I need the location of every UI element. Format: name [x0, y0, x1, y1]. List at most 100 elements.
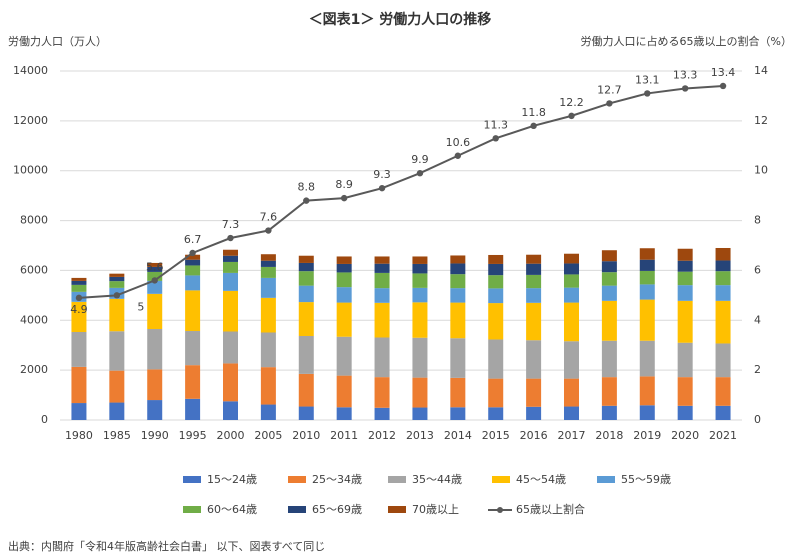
line-point [530, 122, 537, 130]
bar-segment [260, 266, 276, 278]
bar-segment [374, 256, 390, 264]
bar-segment [71, 280, 87, 285]
bar-segment [336, 256, 352, 264]
bar-segment [677, 271, 693, 286]
y2-tick-label: 4 [754, 313, 761, 326]
bar-segment [450, 407, 466, 420]
bar-segment [488, 288, 504, 304]
bar-segment [109, 276, 125, 282]
data-label: 6.7 [184, 233, 202, 246]
bar-segment [601, 285, 617, 301]
data-label: 9.9 [411, 153, 429, 166]
bar-segment [147, 293, 163, 330]
legend-label: 35～44歳 [412, 473, 462, 486]
bar-segment [412, 273, 428, 288]
bar-segment [336, 375, 352, 408]
x-tick-label: 2021 [709, 429, 737, 442]
bar-segment [71, 277, 87, 281]
line-point [492, 135, 499, 142]
bar-segment [639, 248, 655, 260]
bar-segment [677, 405, 693, 420]
x-tick-label: 2019 [633, 429, 661, 442]
y2-tick-label: 2 [754, 363, 761, 376]
bar-segment [71, 301, 87, 333]
bar-segment [185, 254, 201, 260]
x-tick-label: 2000 [217, 429, 245, 442]
x-tick-label: 2013 [406, 429, 434, 442]
bar-segment [109, 273, 125, 277]
data-label: 5.6 [146, 260, 164, 273]
legend-label: 60～64歳 [207, 503, 257, 516]
bar-segment [260, 332, 276, 368]
bar-segment [412, 377, 428, 408]
bar-segment [564, 274, 579, 288]
line-point [644, 90, 651, 97]
line-point [340, 194, 348, 202]
y-tick-label: 10000 [13, 164, 48, 177]
bar-segment [601, 405, 617, 420]
bar-segment [260, 254, 276, 261]
line-point [113, 292, 121, 299]
x-tick-label: 2012 [368, 429, 396, 442]
bar-segment [564, 263, 579, 275]
line-point [719, 82, 727, 90]
bar-segment [71, 403, 87, 420]
bar-segment [564, 287, 579, 303]
x-tick-label: 2016 [520, 429, 548, 442]
bar-segment [526, 340, 542, 379]
bar-segment [223, 331, 238, 364]
bar-segment [298, 271, 314, 286]
bar-segment [677, 300, 693, 343]
y2-axis-label: 労働力人口に占める65歳以上の割合（%） [581, 34, 792, 48]
bar-segment [147, 369, 163, 401]
line-point [75, 294, 83, 302]
bar-segment [260, 367, 276, 405]
x-tick-label: 2014 [444, 429, 472, 442]
bar-segment [715, 271, 731, 286]
bar-segment [677, 377, 693, 406]
data-label: 11.3 [483, 118, 508, 131]
line-point [378, 184, 386, 192]
y-tick-label: 0 [41, 413, 48, 426]
bar-segment [298, 335, 314, 374]
bar-segment [109, 281, 125, 288]
bar-segment [260, 297, 276, 333]
bar-segment [71, 284, 87, 292]
bar-segment [223, 290, 238, 332]
bar-segment [526, 378, 542, 407]
x-tick-label: 2010 [292, 429, 320, 442]
bar-segment [185, 259, 201, 266]
bar-segment [601, 377, 617, 406]
bar-segment [601, 272, 617, 286]
line-point [606, 100, 613, 107]
bar-segment [147, 271, 163, 281]
bar-segment [374, 288, 390, 303]
line-point [227, 234, 234, 242]
data-label: 8.9 [335, 178, 353, 191]
legend-label: 65～69歳 [312, 503, 362, 516]
bar-segment [412, 302, 428, 338]
bar-segment [185, 290, 201, 332]
y-tick-label: 14000 [13, 64, 48, 77]
bar-segment [109, 298, 125, 332]
x-tick-label: 1985 [103, 429, 131, 442]
y2-tick-label: 14 [754, 64, 768, 77]
bar-segment [374, 272, 390, 289]
legend-swatch [597, 476, 615, 483]
bar-segment [109, 331, 125, 371]
legend-label: 25～34歳 [312, 473, 362, 486]
bar-segment [412, 287, 428, 303]
bar-segment [450, 302, 466, 339]
y-tick-label: 2000 [20, 363, 48, 376]
bar-segment [147, 329, 163, 370]
data-label: 8.8 [298, 181, 316, 194]
legend-label: 70歳以上 [412, 503, 459, 516]
y-tick-label: 8000 [20, 214, 48, 227]
legend-label: 15～24歳 [207, 473, 257, 486]
x-tick-label: 2017 [558, 429, 586, 442]
bar-segment [374, 337, 390, 378]
bar-segment [336, 263, 352, 273]
legend-swatch [183, 506, 201, 513]
data-label: 13.3 [673, 68, 698, 81]
